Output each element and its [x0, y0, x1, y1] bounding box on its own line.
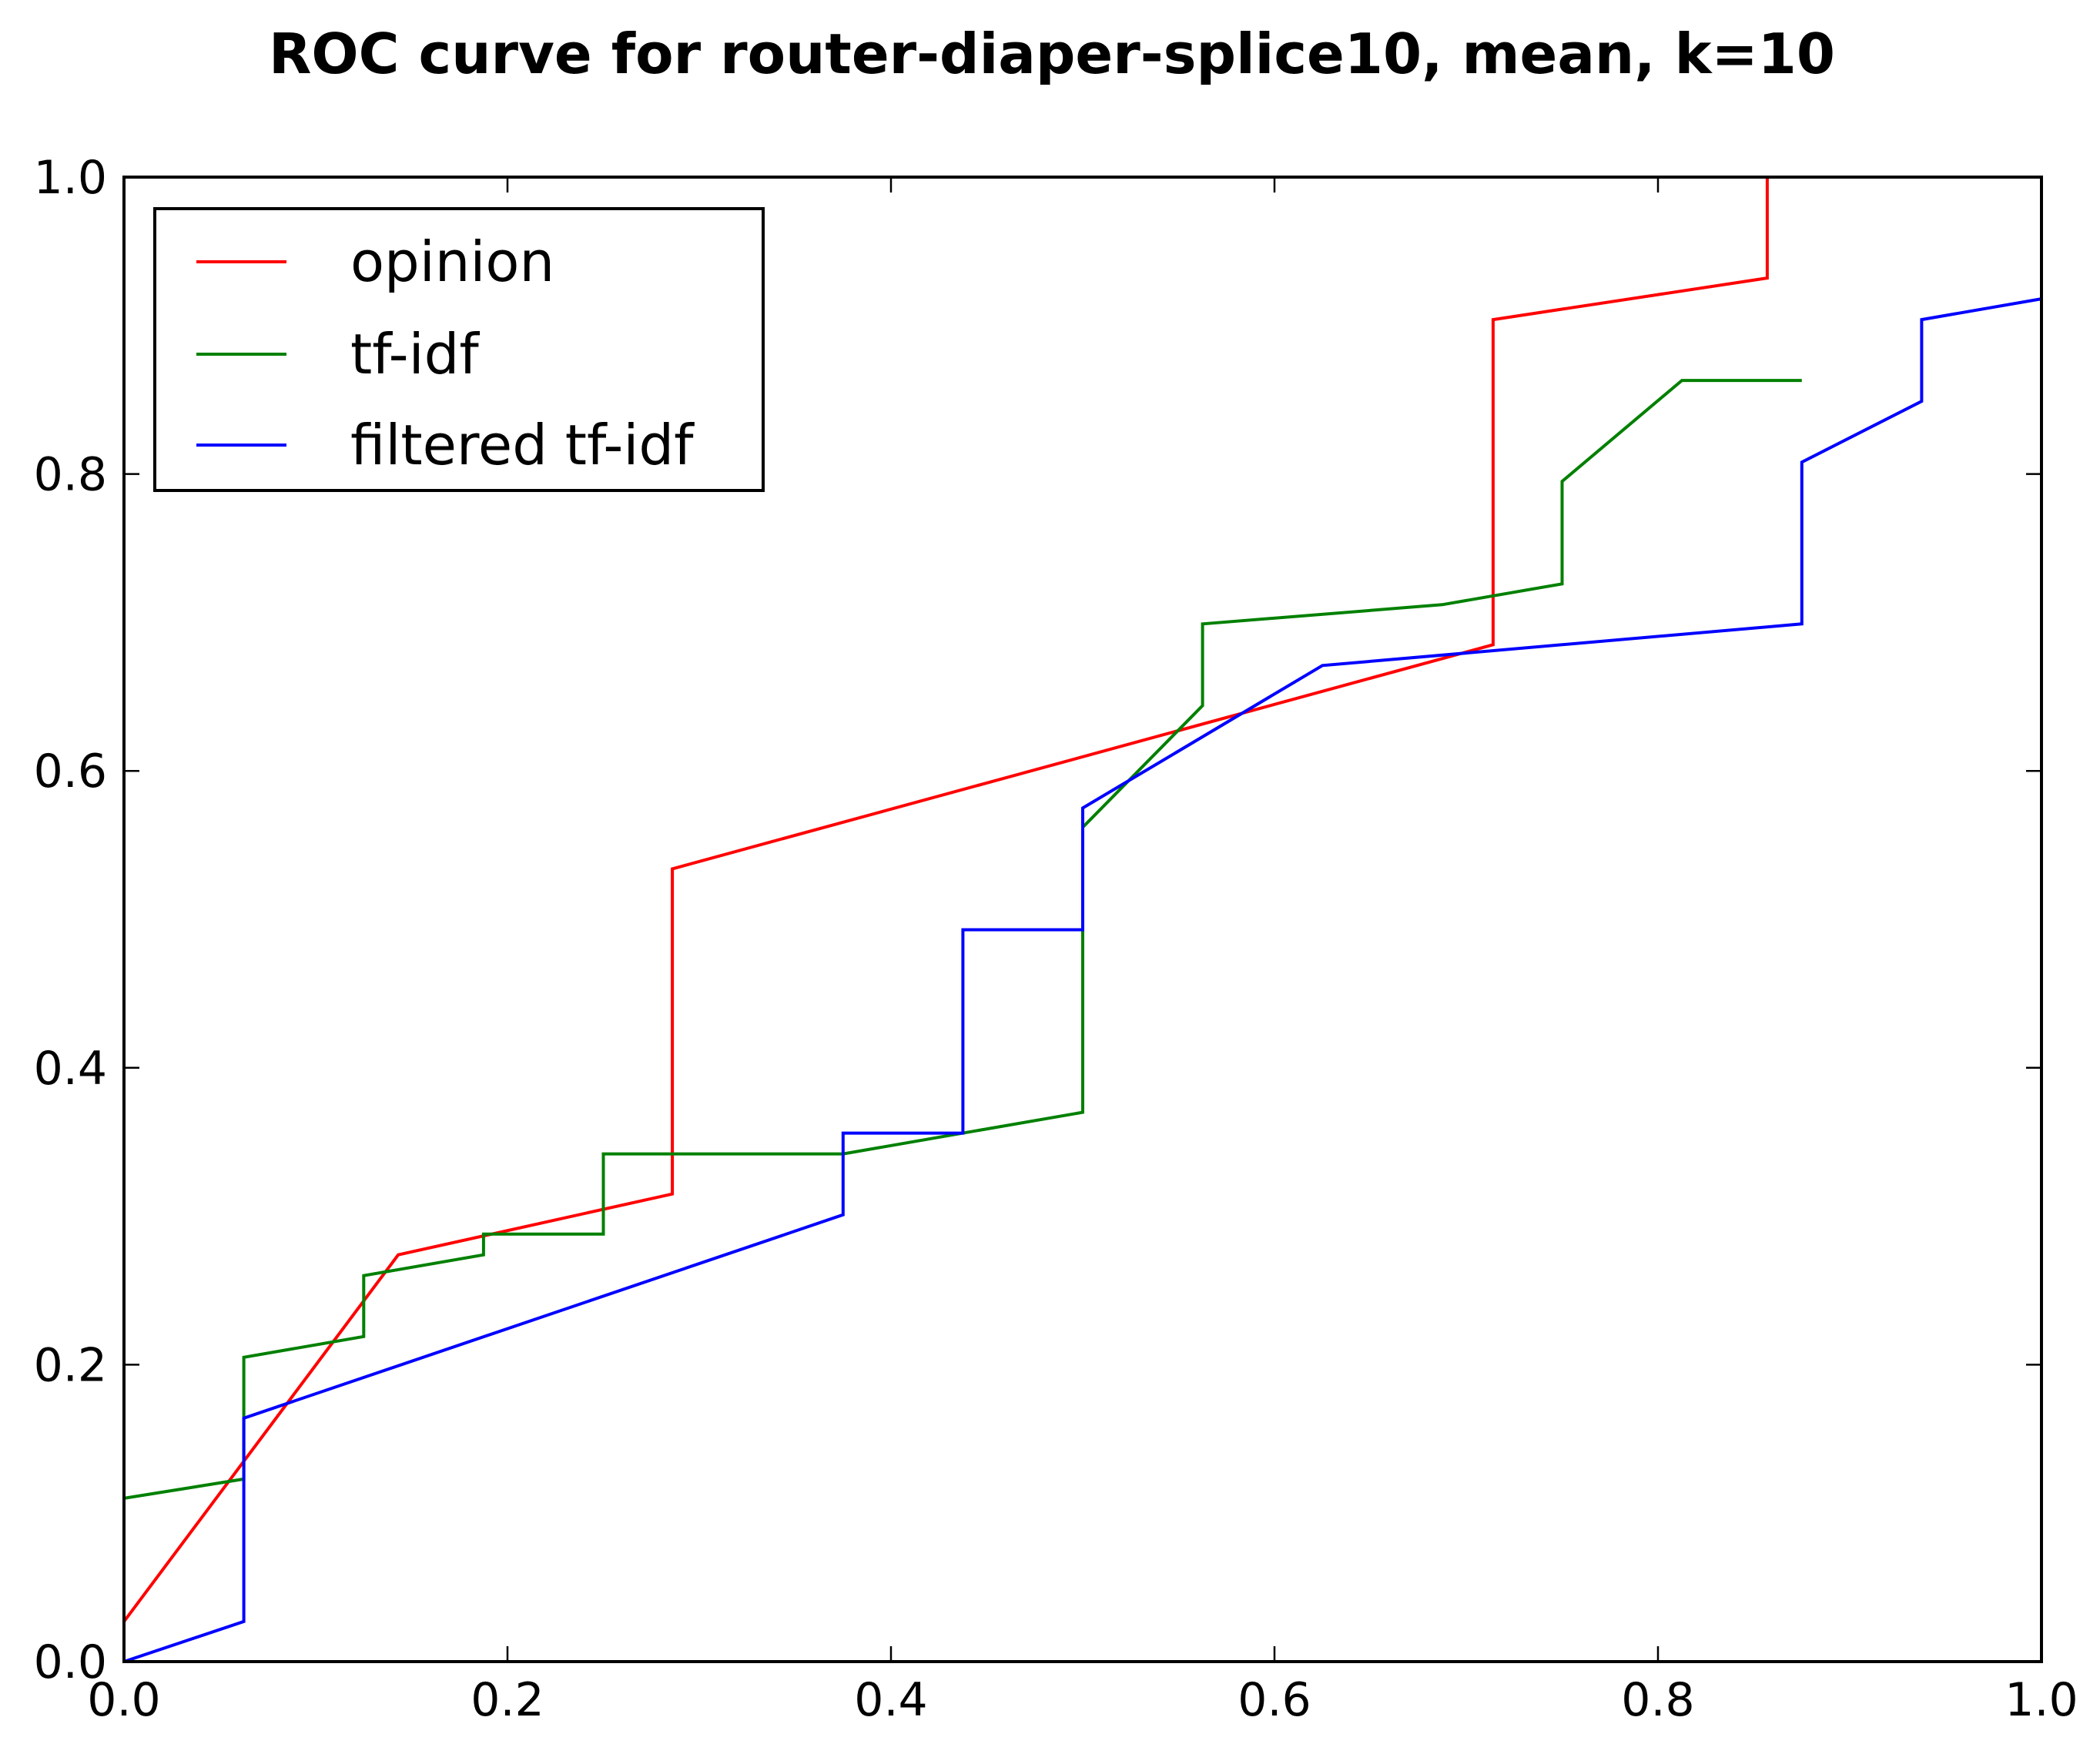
y-tick-label: 0.8: [34, 448, 107, 502]
legend-label: tf-idf: [350, 322, 480, 387]
y-tick-label: 1.0: [34, 151, 107, 205]
y-tick-label: 0.4: [34, 1042, 107, 1096]
axis-ticks: 0.0 0.2 0.4 0.6 0.8 1.0 0.0 0.2 0.4 0.6 0.8 1.0: [34, 151, 2078, 1727]
chart-title: ROC curve for router-diaper-splice10, me…: [269, 22, 1835, 86]
x-tick-label: 0.8: [1621, 1673, 1694, 1727]
plot-border: [122, 176, 2043, 1663]
x-tick-label: 0.4: [854, 1673, 927, 1727]
x-tick-label: 0.0: [87, 1673, 160, 1727]
legend: opinion tf-idf filtered tf-idf: [153, 207, 765, 492]
series-line-filtered-tf-idf: [123, 297, 2042, 1663]
x-tick-label: 0.6: [1238, 1673, 1311, 1727]
x-tick-label: 0.2: [471, 1673, 544, 1727]
x-tick-label: 1.0: [2005, 1673, 2078, 1727]
plot-frame: [122, 176, 2043, 1663]
series-layer: [122, 176, 2042, 1663]
y-tick-label: 0.2: [34, 1338, 107, 1392]
legend-label: opinion: [350, 229, 554, 294]
y-tick-label: 0.6: [34, 745, 107, 798]
legend-label: filtered tf-idf: [350, 413, 695, 477]
y-tick-label: 0.0: [34, 1635, 107, 1689]
